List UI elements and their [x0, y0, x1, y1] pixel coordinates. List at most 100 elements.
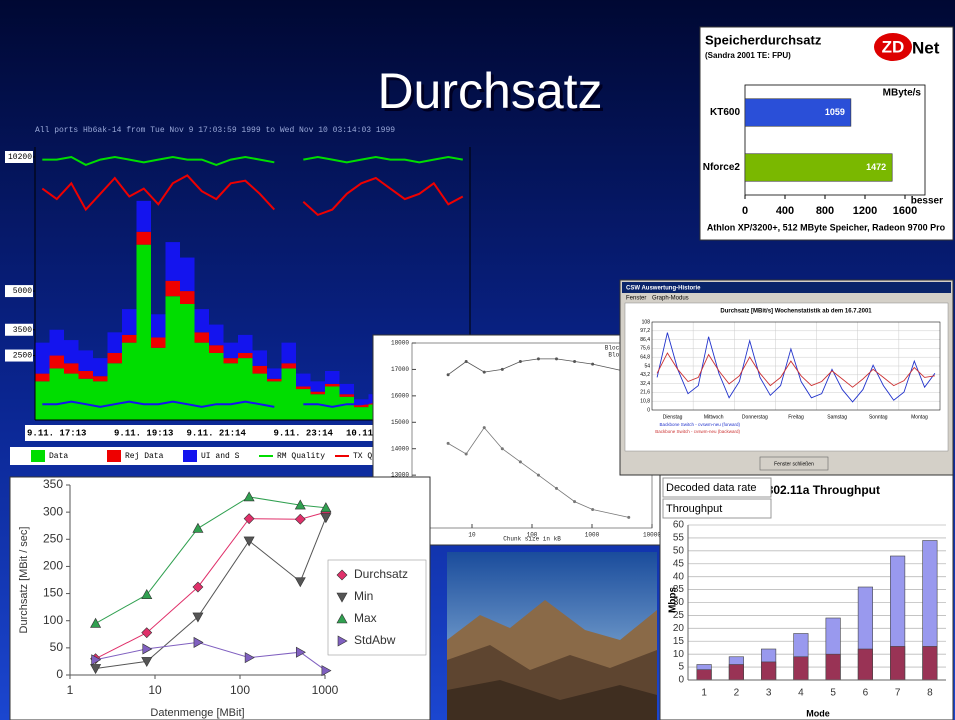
bar-segment	[35, 342, 50, 374]
y-tick-label: 75,6	[640, 346, 650, 352]
y-label-bg	[5, 349, 33, 362]
point	[500, 367, 504, 371]
y-tick-label: 64,8	[640, 355, 650, 361]
y-tick-label: 5000	[13, 287, 32, 296]
y-axis-label: Mbps	[668, 587, 679, 614]
point	[536, 473, 540, 477]
x-axis-label: Datenmenge [MBit]	[150, 707, 244, 719]
bar-segment	[238, 352, 253, 359]
marker	[192, 581, 204, 593]
axis-label: MByte/s	[883, 88, 922, 99]
marker	[320, 502, 332, 513]
y-tick-label: 3500	[13, 326, 32, 335]
legend-marker	[336, 569, 348, 581]
bar-segment	[296, 389, 311, 420]
bar-segment	[296, 386, 311, 390]
y-tick-label: 150	[43, 586, 63, 600]
button-label[interactable]: Fenster schließen	[774, 461, 814, 467]
category-label: KT600	[710, 107, 740, 118]
bar-segment	[238, 358, 253, 420]
bar-segment	[151, 337, 166, 348]
bar-segment	[165, 242, 180, 281]
button[interactable]	[759, 456, 829, 471]
y-tick-label: 50	[50, 640, 64, 654]
line-series	[95, 511, 327, 660]
bar-segment	[136, 200, 151, 232]
point	[573, 500, 577, 504]
bar-segment	[151, 347, 166, 420]
plot-frame	[651, 321, 941, 411]
y-tick-label: 43,2	[640, 372, 650, 378]
line-series	[42, 155, 463, 166]
marker	[295, 646, 306, 658]
bar-segment	[209, 352, 224, 420]
bar-segment	[122, 342, 137, 420]
menu-item: Fenster	[626, 296, 646, 302]
point	[554, 357, 558, 361]
bar-segment	[180, 257, 195, 292]
y-tick-label: 45	[673, 558, 685, 569]
y-tick-label: 0	[678, 675, 684, 686]
y-label-bg	[5, 151, 33, 163]
bar-segment	[223, 342, 238, 359]
x-tick-label: 100	[527, 532, 538, 539]
logo-text: ZD	[882, 37, 905, 56]
x-tick-label: 5	[830, 688, 836, 699]
marker	[91, 654, 102, 666]
x-tick-label: 9.11. 19:13	[114, 428, 173, 438]
y-tick-label: 10,8	[640, 399, 650, 405]
chart-title: IEEE 802.11a Throughput	[736, 483, 880, 497]
chart-frame	[9, 476, 431, 720]
bar-segment	[165, 296, 180, 420]
legend-swatch	[31, 450, 45, 462]
point	[464, 452, 468, 456]
x-tick-label: 10000	[643, 532, 661, 539]
marker	[142, 643, 153, 655]
y-tick-label: 21,6	[640, 390, 650, 396]
marker	[243, 513, 255, 525]
x-tick-label: 100	[230, 683, 250, 697]
bar	[696, 669, 712, 681]
y-tick-label: 15000	[391, 419, 409, 426]
bar-segment	[267, 368, 282, 379]
bar-segment	[339, 383, 354, 395]
marker	[294, 513, 306, 525]
x-tick-label: Dienstag	[663, 414, 683, 420]
legend-label: Min	[354, 589, 373, 603]
landscape-photo	[447, 552, 657, 720]
bar-segment	[64, 340, 79, 364]
bar-segment	[281, 363, 296, 369]
y-tick-label: 30	[673, 597, 685, 608]
bar-segment	[281, 368, 296, 420]
chart-title: Durchsatz [MBit/s] Wochenstatistik ab de…	[720, 309, 872, 315]
y-tick-label: 5	[678, 662, 684, 673]
point	[500, 447, 504, 451]
x-tick-label: 1000	[585, 532, 600, 539]
bar-segment	[223, 363, 238, 420]
bar-segment	[180, 291, 195, 304]
legend-label: Data	[49, 452, 68, 461]
slide-title: Durchsatz	[377, 63, 602, 119]
bar-segment	[209, 324, 224, 346]
legend-label: UI and S	[201, 452, 240, 461]
x-tick-label: 2	[734, 688, 740, 699]
bar	[728, 664, 744, 681]
bar-segment	[136, 231, 151, 245]
title-bar	[622, 282, 951, 293]
bar-segment	[296, 373, 311, 387]
line-series	[95, 496, 326, 624]
x-tick-label: Samstag	[827, 414, 847, 420]
bar	[890, 646, 906, 681]
y-axis-label: Durchsatz [MBit / sec]	[18, 527, 30, 634]
bar-segment	[78, 350, 93, 372]
chart-frame	[699, 26, 954, 241]
legend-label: Rej Data	[125, 452, 164, 461]
bar-segment	[93, 376, 108, 382]
bar-segment	[310, 381, 325, 392]
bar-segment	[252, 350, 267, 366]
bar-segment	[267, 378, 282, 382]
y-tick-label: 0	[56, 667, 63, 681]
y-tick-label: 20	[673, 623, 685, 634]
x-tick-label: Montag	[911, 414, 928, 420]
